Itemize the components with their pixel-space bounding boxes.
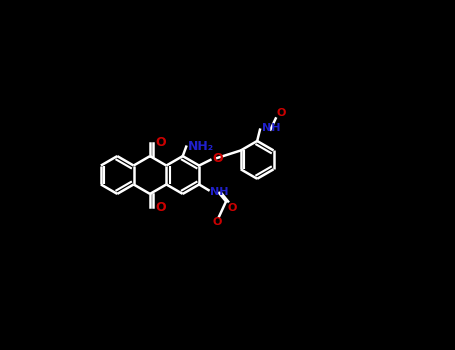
Text: NH: NH [210,187,229,197]
Text: NH: NH [262,123,280,133]
Text: O: O [276,108,285,118]
Text: O: O [155,136,166,149]
Text: O: O [212,152,223,164]
Text: NH₂: NH₂ [188,140,214,153]
Text: O: O [212,217,222,227]
Text: O: O [228,203,237,214]
Text: O: O [155,201,166,214]
